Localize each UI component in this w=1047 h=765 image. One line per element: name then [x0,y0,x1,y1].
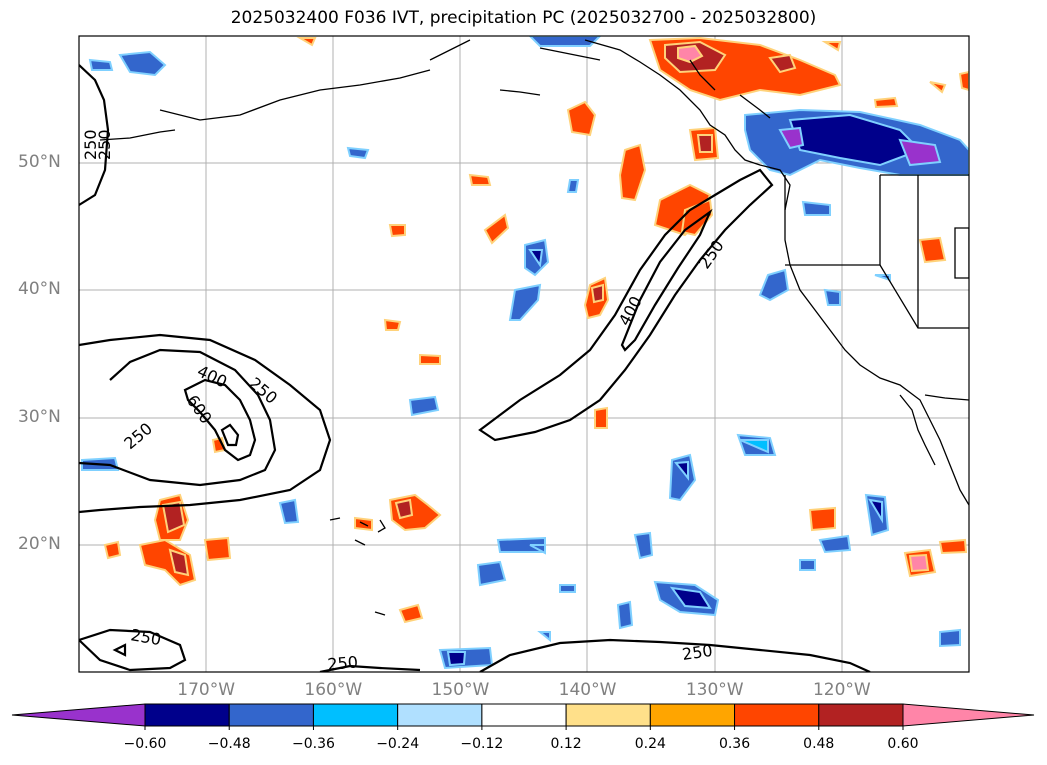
colorbar-extend-min [11,703,146,727]
ivt-contours [79,64,871,672]
colorbar [11,703,1035,730]
precip-positive-areas [103,36,969,624]
colorbar-tick-label: 0.36 [718,736,751,752]
colorbar-swatch [481,703,567,727]
lon-label: 140°W [558,680,617,700]
colorbar-tick-label: −0.36 [291,736,335,752]
lon-label: 150°W [431,680,490,700]
colorbar-tick-label: −0.24 [376,736,420,752]
lat-label: 30°N [18,406,61,427]
colorbar-tick-label: −0.60 [123,736,167,752]
colorbar-swatch [144,703,230,727]
map-title: 2025032400 F036 IVT, precipitation PC (2… [230,8,817,28]
lon-label: 130°W [685,680,744,700]
colorbar-tick-label: 0.24 [634,736,666,752]
lon-label: 170°W [177,680,236,700]
lat-label: 50°N [18,152,61,173]
colorbar-swatch [734,703,820,727]
colorbar-tick-label: −0.12 [460,736,504,752]
ivt-contour-labels: 250 250 400 600 250 250 250 250 400 250 … [81,129,728,674]
coastlines [99,39,969,616]
lat-label: 40°N [18,279,61,300]
colorbar-swatch [649,703,736,727]
colorbar-swatch [312,703,399,727]
plot-frame [78,35,970,673]
contour-label: 250 [681,641,714,664]
contour-label: 250 [81,129,100,160]
contour-label: 250 [95,129,114,160]
contour-label: 250 [327,652,359,674]
colorbar-tick-label: 0.12 [550,736,582,752]
colorbar-tick-label: 0.48 [803,736,835,752]
colorbar-tick-label: −0.48 [207,736,251,752]
lon-label: 160°W [304,680,363,700]
lat-label: 20°N [18,533,61,554]
colorbar-swatch [565,703,651,727]
colorbar-swatch [397,703,483,727]
precip-negative-areas [81,36,969,670]
colorbar-extend-max [902,703,1035,727]
colorbar-swatch [818,703,904,727]
lon-label: 120°W [812,680,871,700]
colorbar-tick-label: 0.60 [887,736,919,752]
colorbar-swatch [228,703,314,727]
